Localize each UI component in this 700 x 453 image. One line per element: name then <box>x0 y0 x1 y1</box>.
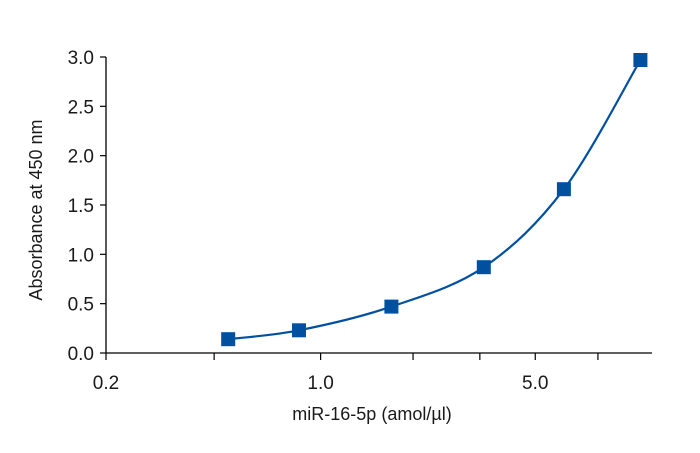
y-tick-label: 1.5 <box>68 196 94 217</box>
x-tick-label: 1.0 <box>307 373 333 394</box>
y-tick-label: 3.0 <box>68 48 94 69</box>
data-point-marker <box>476 260 491 275</box>
y-tick-label: 0.0 <box>68 344 94 365</box>
plot-area: 0.0 0.5 1.0 1.5 2.0 2.5 3.0 0.2 1.0 5.0 <box>68 48 652 394</box>
y-tick-label: 1.0 <box>68 245 94 266</box>
y-tick-label: 2.0 <box>68 147 94 168</box>
x-tick-label: 5.0 <box>522 373 548 394</box>
data-point-marker <box>384 299 399 314</box>
fit-curve-line <box>228 59 642 341</box>
data-point-marker <box>633 53 648 67</box>
x-axis-label: miR-16-5p (amol/µl) <box>292 404 451 424</box>
y-tick-label: 0.5 <box>68 295 94 316</box>
data-point-marker <box>292 323 306 338</box>
data-point-marker <box>221 332 236 347</box>
data-point-marker <box>556 182 571 197</box>
x-tick-label: 0.2 <box>93 373 119 394</box>
y-axis-label: Absorbance at 450 nm <box>26 119 46 300</box>
y-tick-label: 2.5 <box>68 97 94 118</box>
